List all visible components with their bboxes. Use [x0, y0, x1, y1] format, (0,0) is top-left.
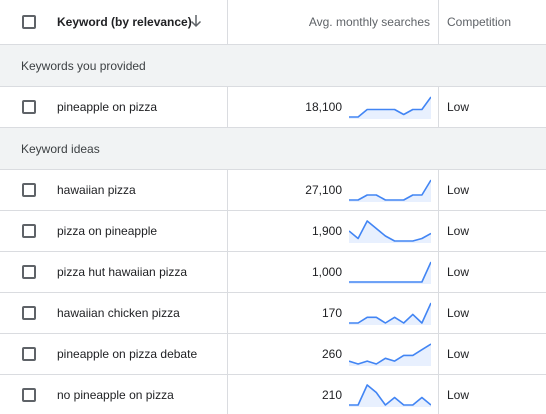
table-row: pineapple on pizza 18,100 Low [0, 87, 546, 128]
table-header: Keyword (by relevance) Avg. monthly sear… [0, 0, 546, 45]
table-row: pineapple on pizza debate 260 Low [0, 334, 546, 375]
avg-monthly-searches: 1,000 [311, 265, 342, 279]
row-checkbox[interactable] [22, 100, 36, 114]
competition-value: Low [447, 265, 470, 279]
column-divider [438, 375, 439, 414]
competition-value: Low [447, 347, 470, 361]
column-divider [438, 170, 439, 210]
trend-line [349, 220, 431, 242]
column-divider [227, 334, 228, 374]
column-divider [438, 87, 439, 127]
column-divider [438, 293, 439, 333]
trend-sparkline [349, 384, 431, 407]
row-checkbox[interactable] [22, 306, 36, 320]
row-checkbox[interactable] [22, 224, 36, 238]
trend-area [349, 303, 431, 325]
group-header-row: Keywords you provided [0, 45, 546, 87]
column-divider [227, 375, 228, 414]
keyword-text: pizza on pineapple [57, 224, 158, 238]
keyword-text: hawaiian pizza [57, 183, 136, 197]
group-label: Keywords you provided [21, 59, 146, 73]
trend-area [349, 262, 431, 284]
column-divider [227, 252, 228, 292]
column-divider [227, 0, 228, 44]
row-checkbox[interactable] [22, 265, 36, 279]
column-divider [438, 334, 439, 374]
table-row: pizza hut hawaiian pizza 1,000 Low [0, 252, 546, 293]
trend-sparkline [349, 220, 431, 243]
row-checkbox[interactable] [22, 388, 36, 402]
avg-monthly-searches: 210 [321, 388, 342, 402]
keyword-text: pineapple on pizza [57, 100, 158, 114]
trend-line [349, 179, 431, 201]
column-divider [227, 87, 228, 127]
row-checkbox[interactable] [22, 183, 36, 197]
column-divider [227, 170, 228, 210]
keyword-text: pizza hut hawaiian pizza [57, 265, 188, 279]
trend-sparkline [349, 261, 431, 284]
column-divider [438, 252, 439, 292]
table-row: pizza on pineapple 1,900 Low [0, 211, 546, 252]
trend-line [349, 302, 431, 324]
searches-column-header[interactable]: Avg. monthly searches [308, 15, 430, 29]
trend-sparkline [349, 302, 431, 325]
table-row: hawaiian pizza 27,100 Low [0, 170, 546, 211]
avg-monthly-searches: 18,100 [305, 100, 342, 114]
trend-area [349, 344, 431, 366]
trend-line [349, 96, 431, 118]
competition-value: Low [447, 388, 470, 402]
group-header-row: Keyword ideas [0, 128, 546, 170]
trend-area [349, 221, 431, 243]
trend-sparkline [349, 96, 431, 119]
competition-value: Low [447, 100, 470, 114]
competition-column-header[interactable]: Competition [447, 15, 512, 29]
avg-monthly-searches: 27,100 [305, 183, 342, 197]
column-divider [438, 211, 439, 251]
table-row: no pineapple on pizza 210 Low [0, 375, 546, 414]
competition-value: Low [447, 306, 470, 320]
column-divider [227, 211, 228, 251]
competition-value: Low [447, 224, 470, 238]
keyword-text: hawaiian chicken pizza [57, 306, 180, 320]
column-divider [227, 293, 228, 333]
trend-sparkline [349, 179, 431, 202]
group-label: Keyword ideas [21, 142, 100, 156]
competition-value: Low [447, 183, 470, 197]
trend-area [349, 385, 431, 407]
trend-line [349, 384, 431, 406]
column-divider [438, 0, 439, 44]
avg-monthly-searches: 1,900 [311, 224, 342, 238]
trend-line [349, 343, 431, 365]
avg-monthly-searches: 260 [321, 347, 342, 361]
trend-area [349, 97, 431, 119]
arrow-down-icon[interactable] [189, 13, 203, 29]
keyword-text: pineapple on pizza debate [57, 347, 198, 361]
keyword-column-header[interactable]: Keyword (by relevance) [57, 15, 192, 29]
trend-sparkline [349, 343, 431, 366]
table-row: hawaiian chicken pizza 170 Low [0, 293, 546, 334]
trend-line [349, 261, 431, 283]
avg-monthly-searches: 170 [321, 306, 342, 320]
select-all-checkbox[interactable] [22, 15, 36, 29]
keyword-text: no pineapple on pizza [57, 388, 174, 402]
row-checkbox[interactable] [22, 347, 36, 361]
